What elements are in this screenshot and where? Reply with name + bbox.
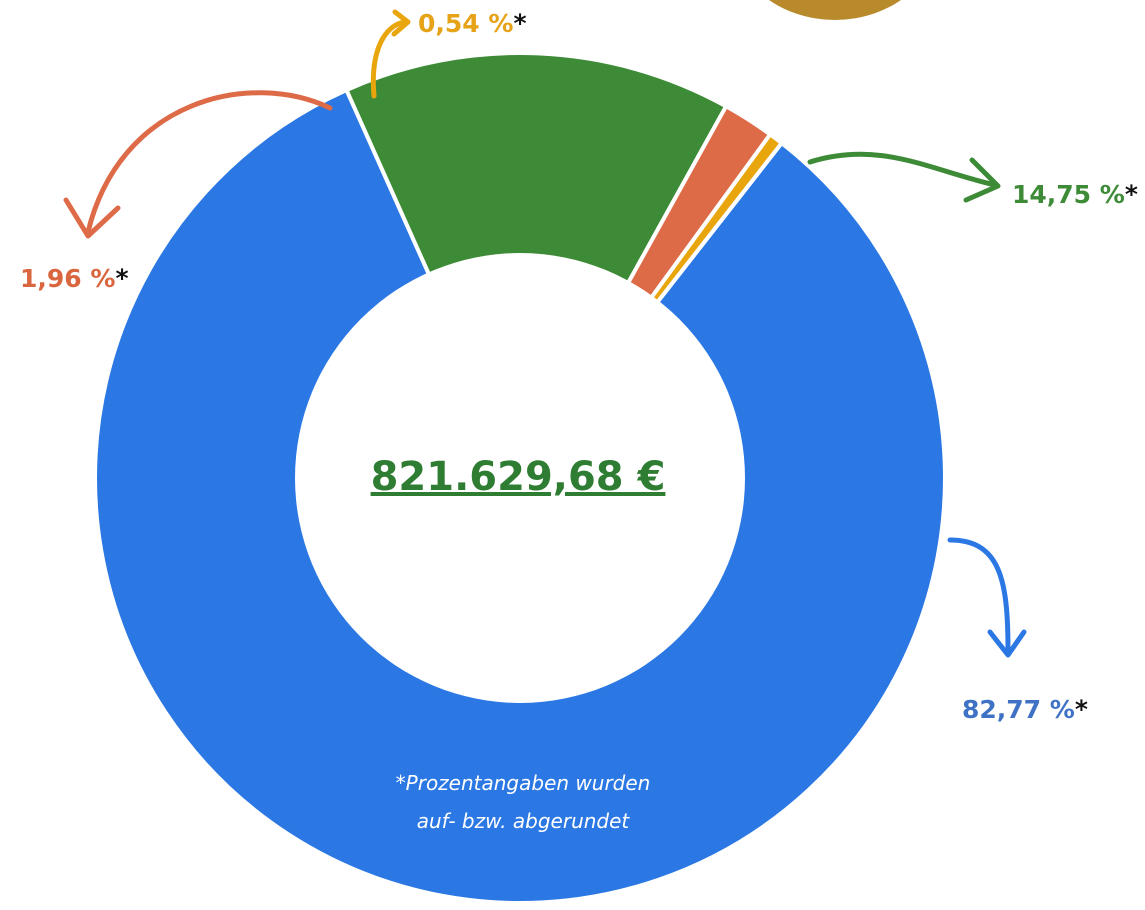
arrowhead — [963, 157, 1001, 203]
value-label-suffix: * — [1075, 695, 1088, 724]
arrow — [85, 90, 333, 235]
arrow — [807, 151, 998, 188]
arrow — [370, 19, 408, 99]
labels: 82,77 %*14,75 %*1,96 %*0,54 %* — [20, 9, 1138, 724]
donut-hole — [295, 253, 745, 703]
value-label-text: 0,54 % — [418, 9, 513, 38]
value-label: 14,75 %* — [1012, 180, 1138, 209]
value-label-suffix: * — [513, 9, 526, 38]
value-label: 0,54 %* — [418, 9, 527, 38]
arrowhead — [391, 9, 411, 37]
center-total: 821.629,68 € — [371, 454, 666, 500]
arrowhead — [987, 629, 1027, 658]
value-label-text: 1,96 % — [20, 264, 115, 293]
footnote: *Prozentangaben wurden — [396, 771, 651, 795]
arrows — [63, 9, 1027, 658]
arrowhead — [63, 197, 121, 239]
value-label: 1,96 %* — [20, 264, 129, 293]
value-label-text: 14,75 % — [1012, 180, 1125, 209]
value-label-suffix: * — [115, 264, 128, 293]
decoration — [769, 0, 901, 20]
value-label: 82,77 %* — [962, 695, 1088, 724]
footnote: auf- bzw. abgerundet — [417, 809, 631, 833]
value-label-text: 82,77 % — [962, 695, 1075, 724]
value-label-suffix: * — [1125, 180, 1138, 209]
arrow — [947, 537, 1011, 653]
